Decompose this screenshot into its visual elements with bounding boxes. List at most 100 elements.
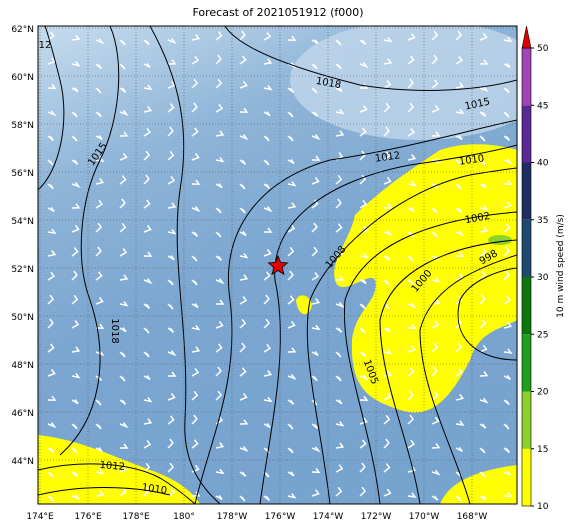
lon-label: 178°E <box>122 512 150 522</box>
wind-barb <box>95 246 102 257</box>
wind-barb <box>311 87 318 94</box>
colorbar-tick-label: 40 <box>537 159 549 169</box>
colorbar-tick-label: 25 <box>537 330 548 340</box>
wind-barb <box>239 252 249 259</box>
contour-label: 1010 <box>141 482 168 496</box>
wind-barb <box>119 422 129 429</box>
wind-barb <box>407 231 414 238</box>
wind-barb <box>167 202 177 209</box>
wind-barb <box>47 294 55 305</box>
wind-barb <box>47 110 57 117</box>
wind-barb <box>455 251 465 258</box>
wind-barb <box>407 55 415 65</box>
wind-barb <box>335 63 342 70</box>
wind-barb <box>503 374 511 380</box>
wind-barb <box>143 174 150 185</box>
wind-barb <box>47 57 56 65</box>
colorbar-tick-label: 30 <box>537 273 549 283</box>
wind-barb <box>119 487 127 497</box>
wind-barb <box>143 251 153 257</box>
wind-barb <box>119 131 129 137</box>
wind-barb <box>215 207 222 214</box>
wind-barb <box>383 126 390 137</box>
wind-barb <box>263 318 271 329</box>
wind-barb <box>407 154 417 161</box>
wind-barb <box>47 471 54 478</box>
wind-barb <box>455 420 465 426</box>
wind-barb <box>311 271 320 281</box>
wind-barb <box>239 231 247 237</box>
wind-barb <box>191 491 201 497</box>
colorbar-segment <box>522 448 531 506</box>
wind-barb <box>455 495 462 502</box>
wind-barb <box>503 179 513 186</box>
wind-barb <box>503 270 511 281</box>
wind-barb <box>287 320 296 329</box>
wind-barb <box>311 246 319 257</box>
wind-barb <box>191 368 200 377</box>
wind-barb <box>95 178 105 185</box>
wind-barb <box>503 399 510 406</box>
wind-barb <box>47 31 55 41</box>
wind-barb <box>287 373 297 380</box>
wind-barb <box>239 274 249 281</box>
wind-barb <box>215 54 222 65</box>
wind-barb <box>503 492 513 498</box>
wind-barb <box>71 320 80 329</box>
plot-frame <box>37 25 518 505</box>
wind-barb <box>455 318 462 329</box>
wind-barb <box>407 323 417 330</box>
colorbar-segment <box>522 219 531 277</box>
wind-barb <box>455 30 463 41</box>
wind-barb <box>455 446 463 452</box>
wind-barb <box>143 375 151 381</box>
contour-label: 1002 <box>464 211 491 226</box>
wind-barb <box>167 37 177 44</box>
wind-barb <box>71 203 81 209</box>
colorbar-segment <box>522 48 531 106</box>
contour-label: 1012 <box>374 150 401 164</box>
wind-barb <box>479 270 487 281</box>
wind-barb <box>407 33 416 41</box>
wind-barb <box>239 367 247 377</box>
wind-barb <box>383 488 392 497</box>
colorbar-tick-label: 35 <box>537 216 548 226</box>
wind-barb <box>479 59 489 65</box>
wind-barb <box>431 131 441 137</box>
wind-barb <box>407 367 415 377</box>
wind-barb <box>239 342 246 353</box>
wind-barb <box>311 63 318 70</box>
wind-barb <box>47 395 57 401</box>
wind-barb <box>455 393 465 401</box>
colorbar-segment <box>522 162 531 220</box>
wind-barb <box>335 486 343 497</box>
wind-barb <box>479 371 489 377</box>
wind-barb <box>407 302 417 309</box>
wind-barb <box>191 127 199 137</box>
wind-barb <box>191 279 198 286</box>
lat-label: 62°N <box>11 25 34 35</box>
wind-barb <box>215 104 224 113</box>
wind-barb <box>47 343 55 353</box>
wind-barb <box>95 350 105 357</box>
wind-barb <box>47 159 54 166</box>
wind-barb <box>95 423 102 430</box>
wind-barb <box>503 423 510 430</box>
wind-barb <box>239 296 248 305</box>
wind-barb <box>119 198 126 209</box>
wind-barb <box>239 392 248 401</box>
wind-barb <box>503 36 513 43</box>
wind-barb <box>431 255 439 261</box>
wind-barb <box>479 423 487 429</box>
wind-barb <box>455 159 462 166</box>
colorbar-tick-label: 20 <box>537 388 549 398</box>
wind-barb <box>359 62 369 69</box>
wind-barb <box>311 199 319 209</box>
wind-barb <box>119 274 129 281</box>
colorbar-segment <box>522 277 531 335</box>
wind-barb <box>359 374 369 381</box>
wind-barb <box>119 248 128 257</box>
wind-barb <box>479 294 486 305</box>
wind-barb <box>407 279 415 285</box>
wind-barb <box>407 439 415 449</box>
